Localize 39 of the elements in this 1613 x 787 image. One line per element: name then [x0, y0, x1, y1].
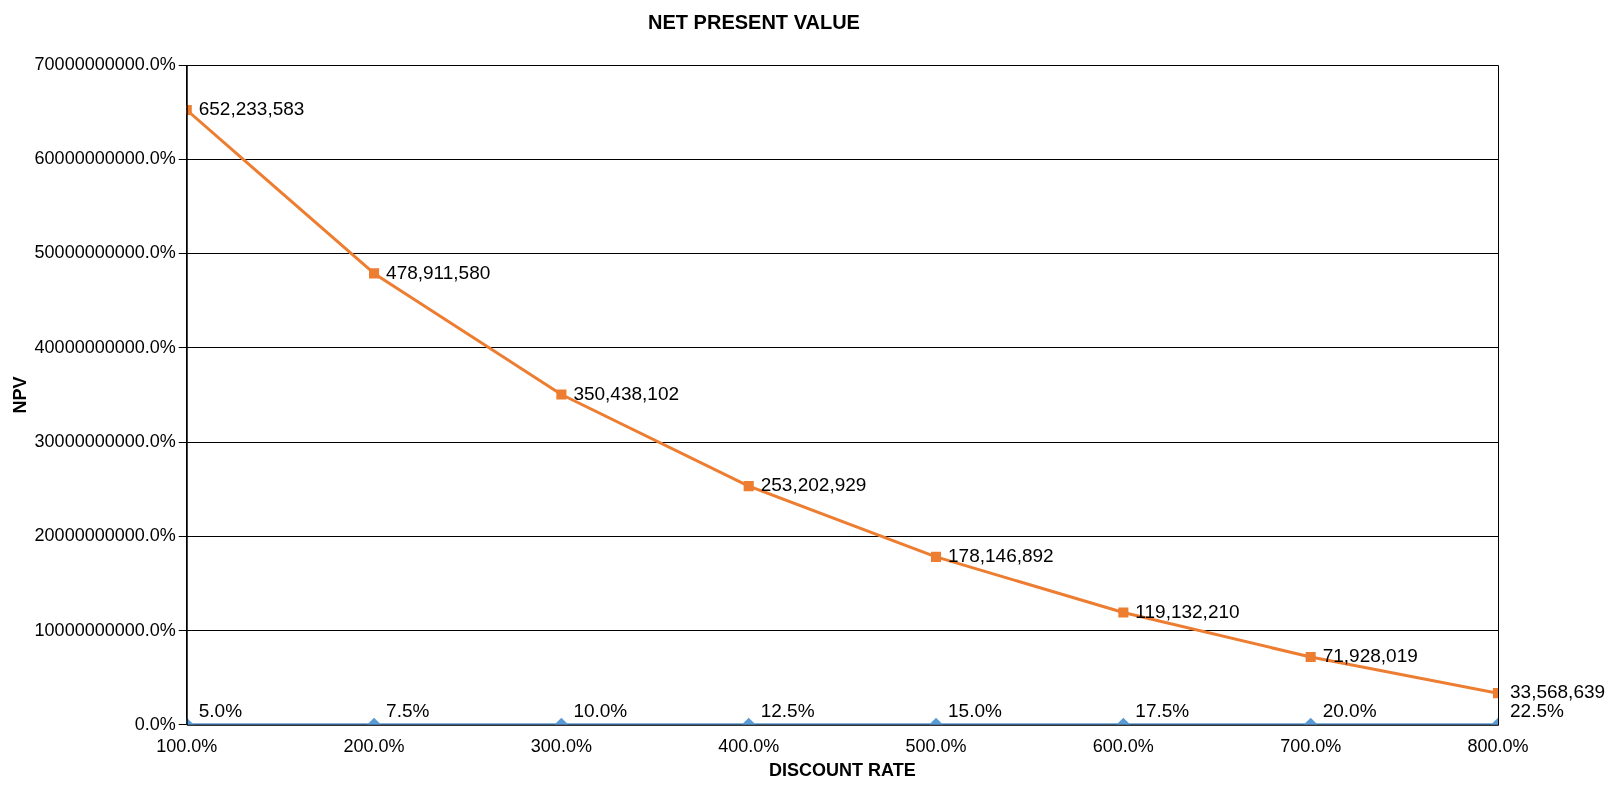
x-tick-label: 700.0% [1280, 735, 1342, 756]
data-label: 22.5% [1510, 700, 1564, 722]
point [930, 551, 942, 562]
chart-title: NET PRESENT VALUE [648, 10, 860, 33]
data-label: 71,928,019 [1322, 645, 1418, 667]
data-label: 7.5% [386, 700, 430, 722]
y-tick-label: 50000000000.0% [34, 242, 176, 263]
point [556, 389, 567, 400]
x-tick-label: 500.0% [905, 735, 967, 756]
data-label: 119,132,210 [1135, 600, 1240, 622]
point [369, 268, 380, 279]
x-tick-label: 600.0% [1092, 735, 1154, 756]
x-axis-title: DISCOUNT RATE [769, 760, 916, 781]
x-tick-label: 400.0% [718, 735, 780, 756]
data-label: 10.0% [573, 700, 628, 722]
data-label: 33,568,639 [1510, 681, 1606, 703]
data-label: 478,911,580 [386, 261, 491, 283]
y-tick-label: 0.0% [134, 713, 176, 734]
x-tick-label: 200.0% [343, 735, 405, 756]
data-label: 12.5% [760, 700, 815, 722]
data-label: 253,202,929 [760, 474, 867, 496]
x-tick-label: 100.0% [156, 735, 218, 756]
y-tick-label: 20000000000.0% [34, 525, 176, 546]
data-label: 20.0% [1322, 700, 1377, 722]
data-label: 652,233,583 [198, 98, 305, 120]
x-tick-label: 800.0% [1467, 735, 1529, 756]
data-label: 178,146,892 [948, 545, 1054, 567]
y-tick-label: 60000000000.0% [34, 148, 176, 169]
y-tick-label: 70000000000.0% [34, 53, 176, 74]
data-label: 15.0% [948, 700, 1003, 722]
y-tick-label: 10000000000.0% [34, 619, 176, 640]
y-axis-title: NPV [9, 376, 30, 414]
y-tick-label: 30000000000.0% [34, 431, 176, 451]
data-label: 350,438,102 [573, 382, 680, 404]
y-tick-label: 40000000000.0% [34, 336, 176, 357]
data-label: 5.0% [198, 700, 243, 722]
x-tick-label: 300.0% [530, 735, 592, 756]
data-label: 17.5% [1135, 700, 1190, 722]
point [743, 481, 754, 492]
